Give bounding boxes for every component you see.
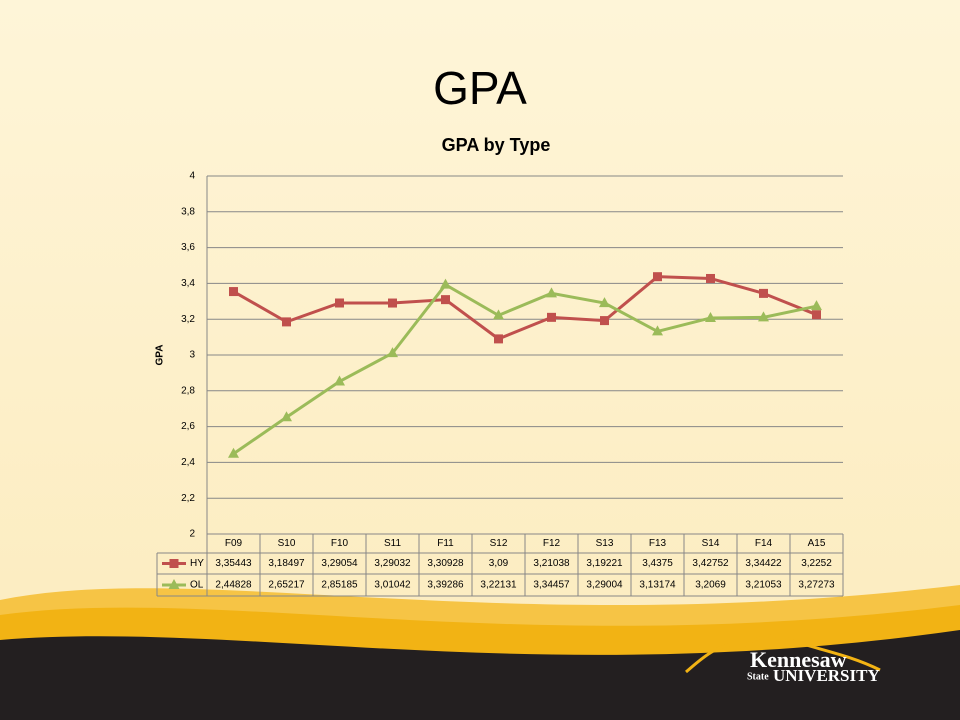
legend-marker xyxy=(168,579,180,589)
x-tick-label: F10 xyxy=(331,538,349,549)
marker xyxy=(599,297,610,308)
y-tick-label: 2,4 xyxy=(181,457,195,468)
table-cell: 3,29004 xyxy=(586,580,623,591)
x-tick-label: S11 xyxy=(384,538,401,549)
marker xyxy=(705,311,716,322)
y-tick-label: 3 xyxy=(189,350,195,361)
table-cell: 3,4375 xyxy=(642,558,673,569)
table-cell: 3,18497 xyxy=(268,558,305,569)
series-line xyxy=(232,282,817,455)
y-tick-label: 2,2 xyxy=(181,493,195,504)
marker xyxy=(652,325,663,336)
table-cell: 2,65217 xyxy=(268,580,305,591)
y-axis-label: GPA xyxy=(155,345,166,366)
marker xyxy=(388,298,397,308)
marker xyxy=(493,309,504,320)
marker xyxy=(653,272,662,282)
y-tick-label: 3,6 xyxy=(181,242,195,253)
x-tick-label: A15 xyxy=(808,538,826,549)
marker xyxy=(282,317,291,327)
logo-mountain xyxy=(685,634,881,674)
table-cell: 3,09 xyxy=(489,558,509,569)
marker xyxy=(334,375,345,386)
y-tick-label: 2,6 xyxy=(181,421,195,432)
table-cell: 3,27273 xyxy=(798,580,835,591)
marker xyxy=(812,310,821,320)
marker xyxy=(228,447,239,458)
logo-name: Kennesaw xyxy=(750,647,847,672)
table-cell: 3,35443 xyxy=(215,558,252,569)
table-cell: 3,22131 xyxy=(480,580,517,591)
x-tick-label: F14 xyxy=(755,538,773,549)
x-tick-label: S14 xyxy=(702,538,720,549)
marker xyxy=(441,295,450,305)
y-tick-label: 3,4 xyxy=(181,278,195,289)
marker xyxy=(229,287,238,297)
table-cell: 3,2069 xyxy=(695,580,726,591)
swoosh-dark xyxy=(0,630,960,720)
marker xyxy=(494,334,503,344)
slide-title: GPA xyxy=(433,62,527,114)
legend-label: HY xyxy=(190,558,204,569)
y-tick-label: 3,2 xyxy=(181,314,195,325)
table-cell: 2,44828 xyxy=(215,580,252,591)
table-cell: 3,30928 xyxy=(427,558,464,569)
y-tick-label: 2 xyxy=(189,529,195,540)
table-cell: 3,01042 xyxy=(374,580,411,591)
marker xyxy=(281,411,292,422)
series-line xyxy=(232,275,818,341)
marker xyxy=(546,287,557,298)
x-tick-label: F11 xyxy=(437,538,454,549)
table-cell: 3,21038 xyxy=(533,558,570,569)
marker xyxy=(387,347,398,358)
marker xyxy=(547,312,556,322)
marker xyxy=(600,316,609,326)
table-cell: 3,39286 xyxy=(427,580,464,591)
marker xyxy=(335,298,344,308)
marker xyxy=(811,300,822,311)
table-cell: 3,2252 xyxy=(801,558,832,569)
y-tick-label: 2,8 xyxy=(181,385,195,396)
chart: 2 2,2 2,4 2,6 2,8 3 3,2 3,4 3,6 3,8 4 F09 S10 F10 S11 F… xyxy=(156,171,844,597)
x-tick-label: S12 xyxy=(490,538,508,549)
table-cell: 3,19221 xyxy=(586,558,623,569)
table-cell: 3,42752 xyxy=(692,558,729,569)
marker xyxy=(759,288,768,298)
logo-state: State xyxy=(747,671,769,682)
y-tick-label: 3,8 xyxy=(181,206,195,217)
marker xyxy=(758,311,769,322)
table-cell: 2,85185 xyxy=(321,580,358,591)
table-cell: 3,29054 xyxy=(321,558,358,569)
chart-title: GPA by Type xyxy=(442,135,551,155)
x-tick-label: F12 xyxy=(543,538,561,549)
table-cell: 3,13174 xyxy=(639,580,676,591)
logo-university: UNIVERSITY xyxy=(773,666,880,685)
marker xyxy=(440,278,451,289)
x-tick-label: F13 xyxy=(649,538,667,549)
y-tick-label: 4 xyxy=(189,171,195,182)
x-tick-label: S10 xyxy=(278,538,296,549)
marker xyxy=(706,273,715,283)
table-cell: 3,21053 xyxy=(745,580,782,591)
table-cell: 3,34457 xyxy=(533,580,570,591)
x-tick-label: F09 xyxy=(225,538,243,549)
x-tick-label: S13 xyxy=(596,538,614,549)
table-cell: 3,29032 xyxy=(374,558,411,569)
table-cell: 3,34422 xyxy=(745,558,782,569)
legend-label: OL xyxy=(190,580,204,591)
legend-marker xyxy=(169,559,179,568)
